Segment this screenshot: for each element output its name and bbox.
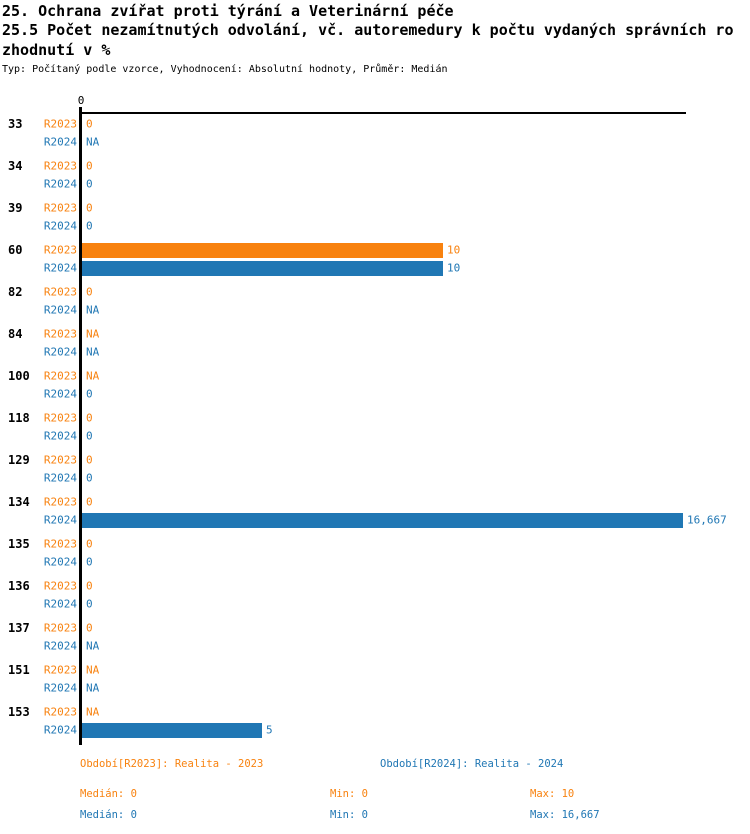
series-label-r2024: R2024	[43, 555, 77, 569]
value-label: NA	[86, 705, 100, 719]
bar-r2024	[82, 260, 443, 276]
category-label: 136	[8, 579, 30, 593]
x-axis-tick-label: 0	[77, 94, 85, 107]
category-label: 153	[8, 705, 30, 719]
stat-median-r2023: Medián: 0	[80, 788, 137, 800]
series-label-r2023: R2023	[43, 327, 77, 341]
series-label-r2024: R2024	[43, 597, 77, 611]
value-label: 0	[86, 471, 93, 485]
series-label-r2023: R2023	[43, 453, 77, 467]
value-label: 5	[266, 723, 273, 737]
y-axis-line	[79, 107, 82, 745]
value-label: 0	[86, 537, 93, 551]
page-subtitle: 25.5 Počet nezamítnutých odvolání, vč. a…	[2, 21, 734, 39]
value-label: 0	[86, 117, 93, 131]
value-label: NA	[86, 639, 100, 653]
series-label-r2024: R2024	[43, 303, 77, 317]
series-label-r2023: R2023	[43, 369, 77, 383]
value-label: 0	[86, 387, 93, 401]
category-label: 118	[8, 411, 30, 425]
category-label: 129	[8, 453, 30, 467]
series-label-r2024: R2024	[43, 681, 77, 695]
series-label-r2024: R2024	[43, 345, 77, 359]
series-label-r2023: R2023	[43, 243, 77, 257]
value-label: 0	[86, 177, 93, 191]
stat-median-r2024: Medián: 0	[80, 809, 137, 821]
series-label-r2023: R2023	[43, 201, 77, 215]
value-label: NA	[86, 369, 100, 383]
stat-max-r2023: Max: 10	[530, 788, 575, 800]
category-label: 84	[8, 327, 23, 341]
value-label: 0	[86, 579, 93, 593]
series-label-r2023: R2023	[43, 159, 77, 173]
series-label-r2023: R2023	[43, 705, 77, 719]
chart-meta: Typ: Počítaný podle vzorce, Vyhodnocení:…	[2, 64, 448, 75]
value-label: NA	[86, 681, 100, 695]
value-label: 0	[86, 429, 93, 443]
value-label: 10	[447, 243, 461, 257]
value-label: 0	[86, 285, 93, 299]
value-label: NA	[86, 327, 100, 341]
value-label: NA	[86, 345, 100, 359]
category-label: 39	[8, 201, 23, 215]
series-label-r2024: R2024	[43, 219, 77, 233]
series-label-r2023: R2023	[43, 579, 77, 593]
value-label: 0	[86, 411, 93, 425]
series-label-r2024: R2024	[43, 723, 77, 737]
bar-r2023	[82, 242, 443, 258]
value-label: 10	[447, 261, 461, 275]
stat-min-r2024: Min: 0	[330, 809, 368, 821]
category-label: 82	[8, 285, 23, 299]
series-label-r2023: R2023	[43, 537, 77, 551]
category-label: 34	[8, 159, 23, 173]
stat-min-r2023: Min: 0	[330, 788, 368, 800]
category-label: 135	[8, 537, 30, 551]
value-label: 0	[86, 597, 93, 611]
series-label-r2024: R2024	[43, 177, 77, 191]
series-label-r2023: R2023	[43, 117, 77, 131]
series-label-r2024: R2024	[43, 387, 77, 401]
x-axis-line	[79, 112, 686, 114]
category-label: 100	[8, 369, 30, 383]
series-label-r2023: R2023	[43, 621, 77, 635]
value-label: NA	[86, 303, 100, 317]
category-label: 137	[8, 621, 30, 635]
value-label: 0	[86, 159, 93, 173]
value-label: 0	[86, 453, 93, 467]
category-label: 60	[8, 243, 23, 257]
value-label: 0	[86, 219, 93, 233]
value-label: 0	[86, 201, 93, 215]
series-label-r2023: R2023	[43, 285, 77, 299]
page-title: 25. Ochrana zvířat proti týrání a Veteri…	[2, 2, 454, 20]
legend-r2024: Období[R2024]: Realita - 2024	[380, 758, 564, 770]
series-label-r2023: R2023	[43, 663, 77, 677]
series-label-r2024: R2024	[43, 471, 77, 485]
series-label-r2023: R2023	[43, 495, 77, 509]
bar-r2024	[82, 722, 262, 738]
category-label: 134	[8, 495, 30, 509]
category-label: 33	[8, 117, 23, 131]
value-label: NA	[86, 135, 100, 149]
series-label-r2024: R2024	[43, 639, 77, 653]
value-label: 0	[86, 495, 93, 509]
series-label-r2023: R2023	[43, 411, 77, 425]
value-label: NA	[86, 663, 100, 677]
series-label-r2024: R2024	[43, 429, 77, 443]
series-label-r2024: R2024	[43, 261, 77, 275]
bar-r2024	[82, 512, 683, 528]
value-label: 0	[86, 555, 93, 569]
stat-max-r2024: Max: 16,667	[530, 809, 600, 821]
category-label: 151	[8, 663, 30, 677]
value-label: 0	[86, 621, 93, 635]
page-subtitle-wrap: zhodnutí v %	[2, 41, 111, 59]
series-label-r2024: R2024	[43, 513, 77, 527]
value-label: 16,667	[687, 513, 727, 527]
legend-r2023: Období[R2023]: Realita - 2023	[80, 758, 264, 770]
series-label-r2024: R2024	[43, 135, 77, 149]
